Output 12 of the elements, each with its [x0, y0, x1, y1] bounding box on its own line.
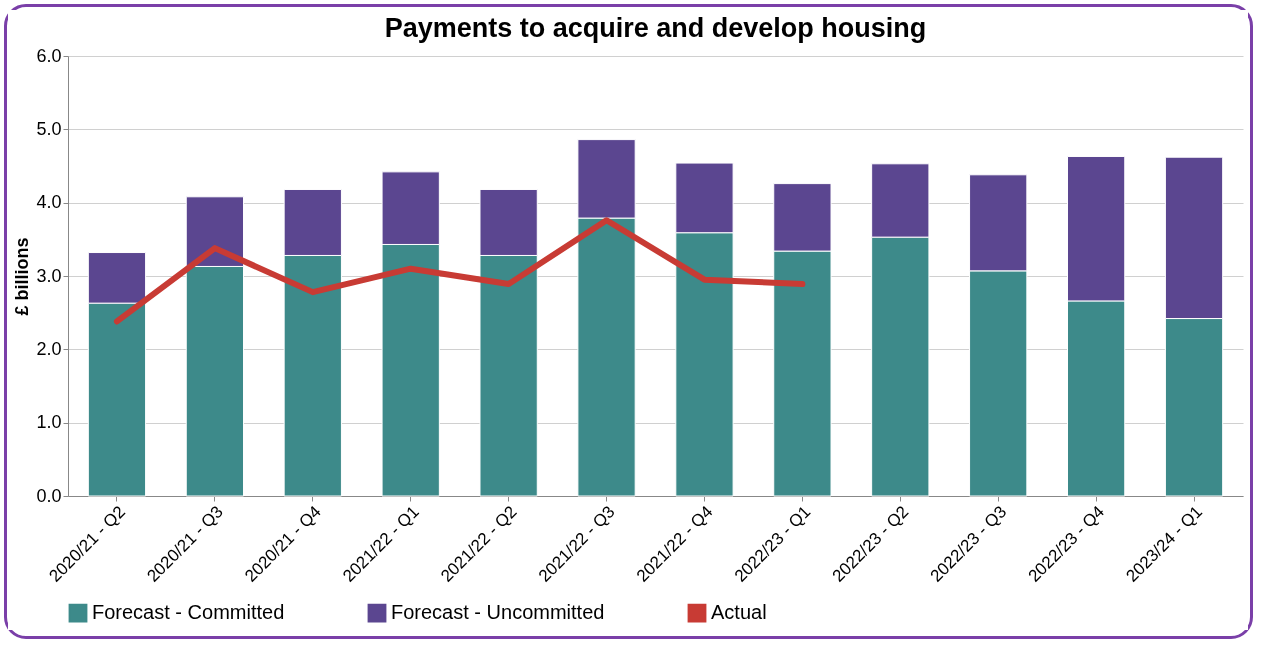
y-tick-label: 2.0 — [36, 338, 62, 359]
chart-title: Payments to acquire and develop housing — [384, 13, 927, 43]
y-axis-title: £ billions — [12, 237, 33, 316]
y-tick-label: 0.0 — [36, 485, 62, 506]
legend-label: Forecast - Committed — [92, 601, 285, 624]
y-tick-label: 5.0 — [36, 118, 62, 139]
y-tick-label: 4.0 — [36, 192, 62, 213]
legend-label: Actual — [711, 601, 767, 624]
y-tick-label: 6.0 — [36, 45, 62, 66]
y-tick-label: 1.0 — [36, 412, 62, 433]
legend-label: Forecast - Uncommitted — [391, 601, 605, 624]
y-tick-label: 3.0 — [36, 265, 62, 286]
